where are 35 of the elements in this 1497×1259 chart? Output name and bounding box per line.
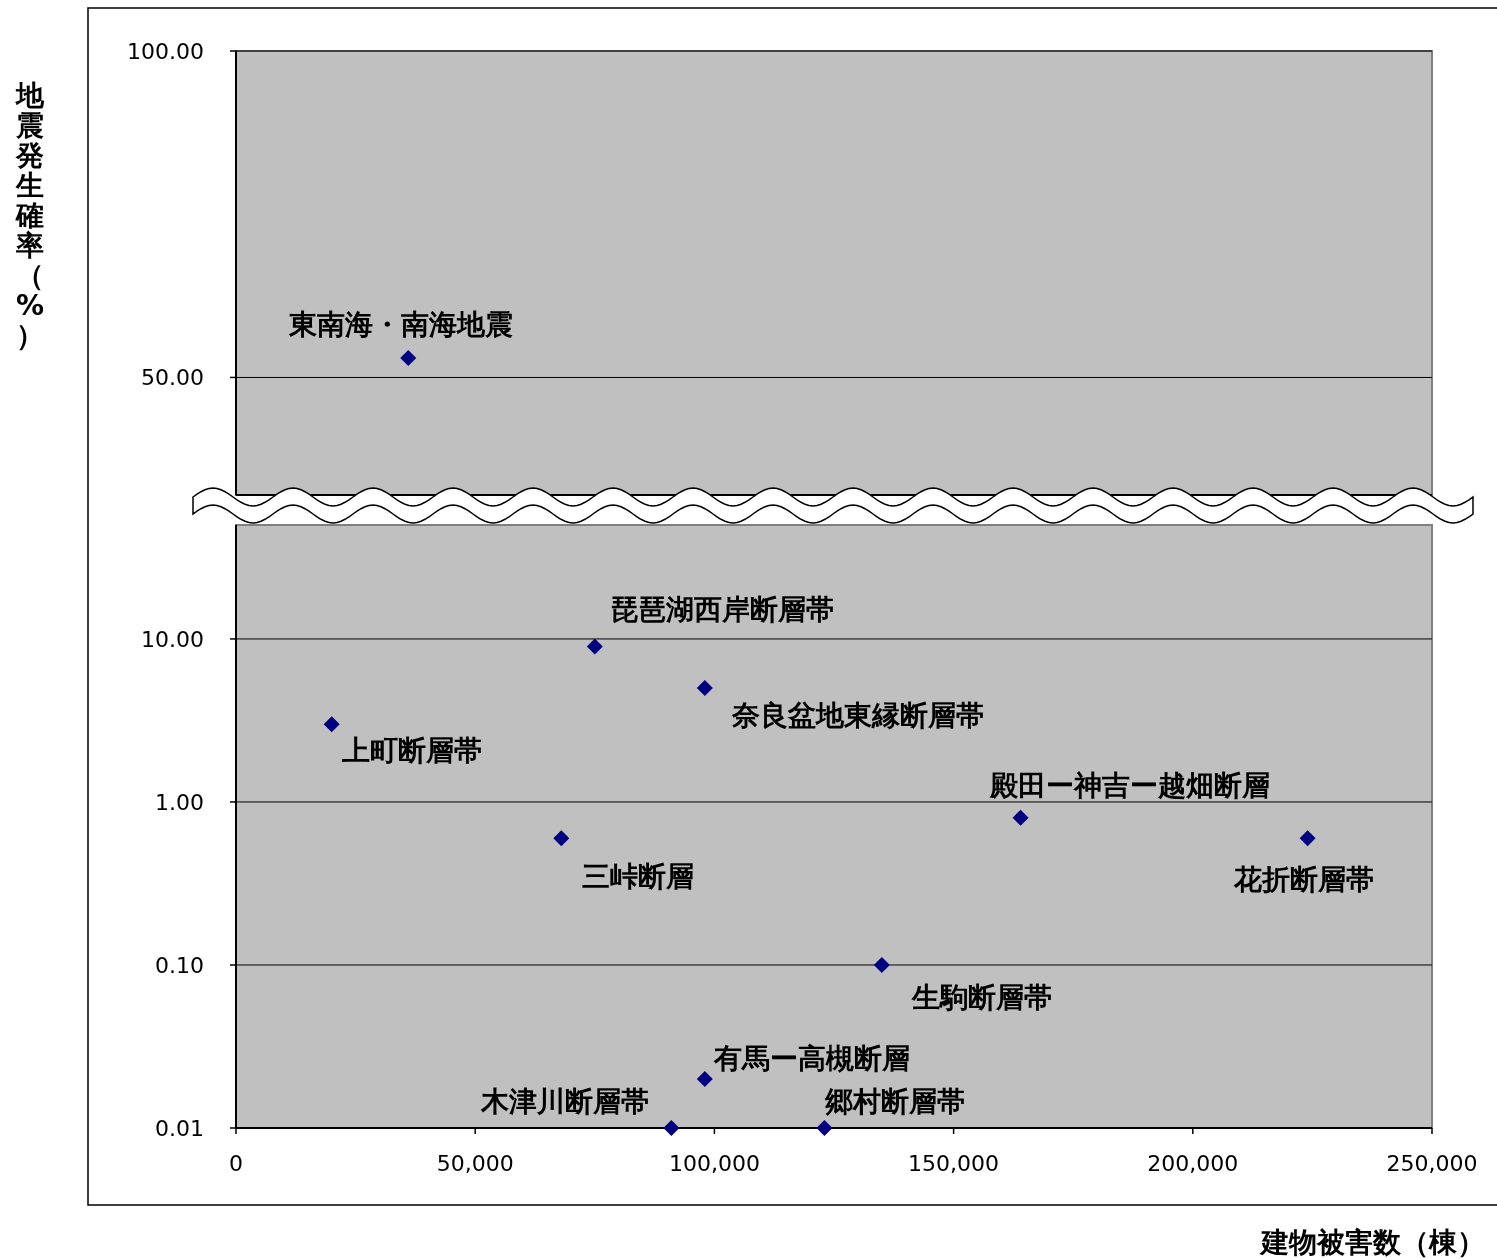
point [816,1120,833,1136]
y-tick-label: 1.00 [155,789,204,815]
annotation: 奈良盆地東縁断層帯 [730,699,984,733]
annotation: 郷村断層帯 [824,1085,966,1118]
annotation: 花折断層帯 [1232,863,1374,897]
x-axis-title: 建物被害数（棟） [1259,1226,1485,1259]
annotation: 木津川断層帯 [480,1085,650,1118]
annotation: 琵琶湖西岸断層帯 [609,593,834,627]
point [323,716,340,733]
y-tick-label: 0.01 [155,1116,204,1141]
point [873,956,890,973]
annotation: 上町断層帯 [340,734,482,768]
annotation: 生駒断層帯 [910,980,1052,1014]
point [663,1120,680,1136]
text: 地震発生確率（%） [15,79,45,352]
point [696,1070,713,1087]
annotation: 三峠断層 [582,860,695,894]
point [553,830,570,847]
x-tick-label: 200,000 [1147,1151,1239,1176]
y-tick-label: 0.10 [155,952,204,978]
x-tick-label: 0 [229,1151,243,1176]
annotation: 殿田ー神吉ー越畑断層 [988,768,1270,802]
x-tick-label: 50,000 [436,1151,514,1176]
y-tick-label: 10.00 [141,626,204,652]
x-tick-label: 150,000 [908,1151,1000,1176]
annotation: 東南海・南海地震 [288,307,514,341]
x-tick-label: 100,000 [668,1151,760,1176]
point [1012,809,1029,826]
point [586,638,603,655]
point [696,680,713,697]
point [1299,830,1316,847]
x-tick-label: 250,000 [1386,1151,1478,1176]
y-tick-label: 100.00 [127,39,204,64]
y-tick-label: 50.00 [141,365,204,391]
annotation: 有馬ー高槻断層 [712,1041,910,1075]
